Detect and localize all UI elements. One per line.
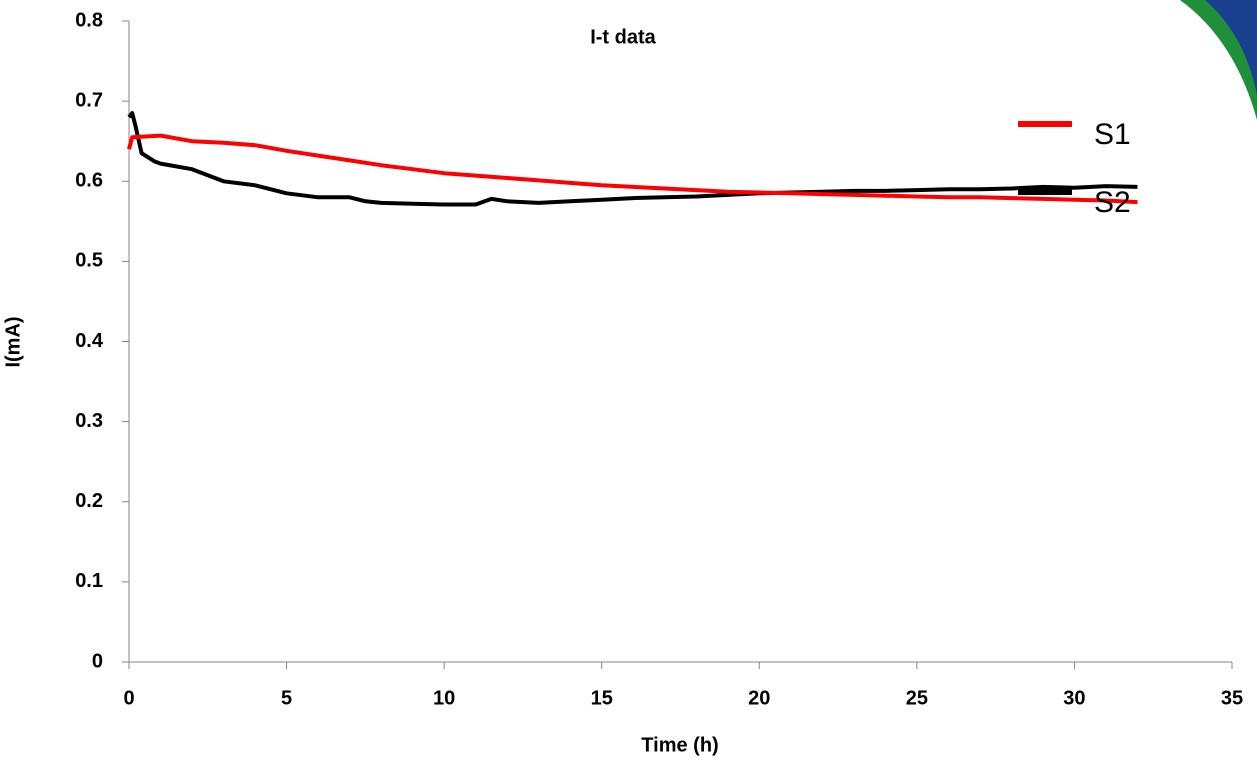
x-tick-label: 25 [906, 687, 928, 709]
y-tick-label: 0.3 [75, 410, 103, 432]
x-tick-label: 15 [591, 687, 613, 709]
y-tick-label: 0.2 [75, 490, 103, 512]
x-tick-label: 35 [1221, 687, 1243, 709]
y-tick-label: 0.8 [75, 9, 103, 31]
y-tick-label: 0.4 [75, 330, 104, 352]
x-tick-label: 0 [123, 687, 134, 709]
y-tick-label: 0 [92, 650, 103, 672]
logo-blue [1205, 0, 1257, 95]
x-tick-label: 20 [748, 687, 770, 709]
y-tick-label: 0.5 [75, 250, 103, 272]
x-tick-label: 10 [433, 687, 455, 709]
y-tick-label: 0.6 [75, 170, 103, 192]
x-axis-label: Time (h) [641, 734, 718, 756]
series-line [127, 111, 1138, 207]
legend-text: S2 [1094, 186, 1131, 219]
x-tick-label: 30 [1063, 687, 1085, 709]
chart-title: I-t data [590, 26, 656, 48]
y-tick-label: 0.1 [75, 570, 103, 592]
y-tick-label: 0.7 [75, 89, 103, 111]
y-axis-label: I(mA) [2, 316, 24, 367]
series-line [127, 133, 1138, 205]
x-tick-label: 5 [281, 687, 292, 709]
legend-text: S1 [1094, 118, 1131, 151]
